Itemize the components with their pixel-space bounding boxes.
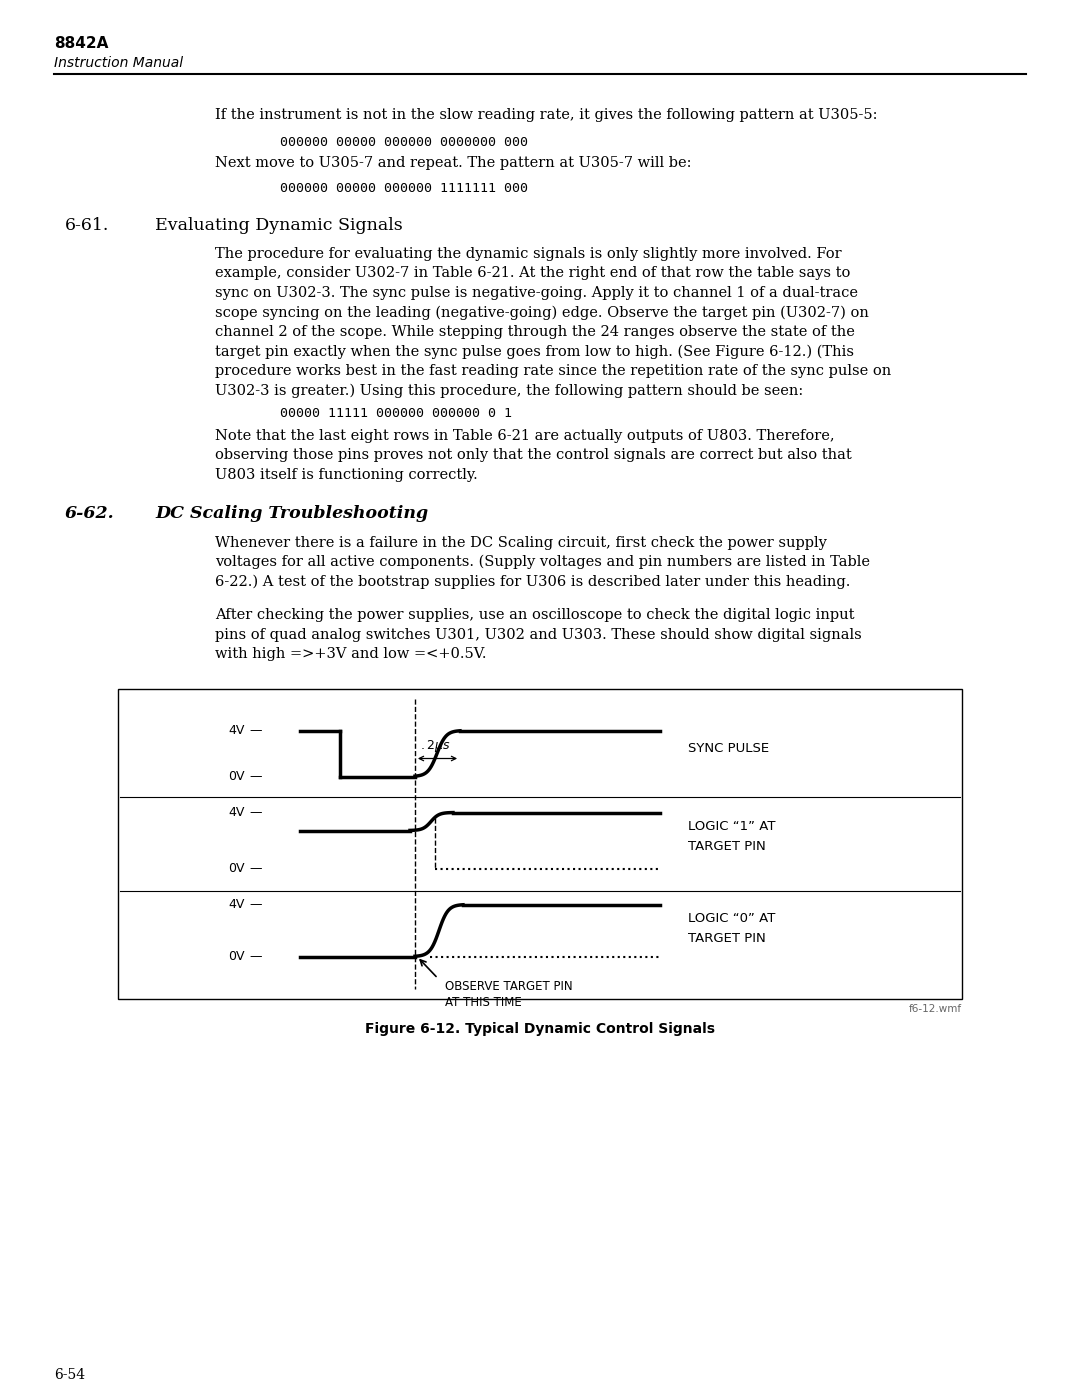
Text: 8842A: 8842A	[54, 36, 108, 52]
Text: channel 2 of the scope. While stepping through the 24 ranges observe the state o: channel 2 of the scope. While stepping t…	[215, 326, 855, 339]
Text: U803 itself is functioning correctly.: U803 itself is functioning correctly.	[215, 468, 477, 482]
Text: observing those pins proves not only that the control signals are correct but al: observing those pins proves not only tha…	[215, 448, 852, 462]
Text: LOGIC “1” AT: LOGIC “1” AT	[688, 820, 775, 833]
Text: —: —	[249, 862, 261, 875]
Text: OBSERVE TARGET PIN: OBSERVE TARGET PIN	[445, 981, 572, 993]
Text: SYNC PULSE: SYNC PULSE	[688, 742, 769, 754]
Text: 6-22.) A test of the bootstrap supplies for U306 is described later under this h: 6-22.) A test of the bootstrap supplies …	[215, 574, 850, 590]
Text: Next move to U305-7 and repeat. The pattern at U305-7 will be:: Next move to U305-7 and repeat. The patt…	[215, 156, 691, 170]
Text: 0V: 0V	[229, 950, 245, 963]
Text: —: —	[249, 950, 261, 963]
Text: f6-12.wmf: f6-12.wmf	[909, 1004, 962, 1014]
Text: 0V: 0V	[229, 862, 245, 875]
Text: $.2\mu s$: $.2\mu s$	[420, 738, 450, 753]
Text: Evaluating Dynamic Signals: Evaluating Dynamic Signals	[156, 217, 403, 235]
Text: example, consider U302-7 in Table 6-21. At the right end of that row the table s: example, consider U302-7 in Table 6-21. …	[215, 267, 850, 281]
Text: 6-62.: 6-62.	[65, 506, 114, 522]
Text: —: —	[249, 806, 261, 819]
Text: procedure works best in the fast reading rate since the repetition rate of the s: procedure works best in the fast reading…	[215, 365, 891, 379]
Text: After checking the power supplies, use an oscilloscope to check the digital logi: After checking the power supplies, use a…	[215, 608, 854, 622]
Text: Note that the last eight rows in Table 6-21 are actually outputs of U803. Theref: Note that the last eight rows in Table 6…	[215, 429, 835, 443]
Text: 6-54: 6-54	[54, 1368, 85, 1382]
Text: DC Scaling Troubleshooting: DC Scaling Troubleshooting	[156, 506, 428, 522]
Text: —: —	[249, 770, 261, 782]
Text: TARGET PIN: TARGET PIN	[688, 932, 766, 944]
Text: target pin exactly when the sync pulse goes from low to high. (See Figure 6-12.): target pin exactly when the sync pulse g…	[215, 345, 854, 359]
Text: —: —	[249, 898, 261, 911]
Text: 4V: 4V	[229, 724, 245, 738]
Text: LOGIC “0” AT: LOGIC “0” AT	[688, 912, 775, 925]
Text: 000000 00000 000000 0000000 000: 000000 00000 000000 0000000 000	[280, 136, 528, 149]
Text: TARGET PIN: TARGET PIN	[688, 840, 766, 854]
Text: pins of quad analog switches U301, U302 and U303. These should show digital sign: pins of quad analog switches U301, U302 …	[215, 627, 862, 641]
Text: sync on U302-3. The sync pulse is negative-going. Apply it to channel 1 of a dua: sync on U302-3. The sync pulse is negati…	[215, 286, 858, 300]
Text: U302-3 is greater.) Using this procedure, the following pattern should be seen:: U302-3 is greater.) Using this procedure…	[215, 384, 804, 398]
Text: scope syncing on the leading (negative-going) edge. Observe the target pin (U302: scope syncing on the leading (negative-g…	[215, 306, 869, 320]
Text: Whenever there is a failure in the DC Scaling circuit, first check the power sup: Whenever there is a failure in the DC Sc…	[215, 535, 827, 549]
Text: —: —	[249, 724, 261, 738]
Text: The procedure for evaluating the dynamic signals is only slightly more involved.: The procedure for evaluating the dynamic…	[215, 247, 841, 261]
Text: 6-61.: 6-61.	[65, 217, 109, 235]
Text: voltages for all active components. (Supply voltages and pin numbers are listed : voltages for all active components. (Sup…	[215, 555, 870, 570]
Text: Figure 6-12. Typical Dynamic Control Signals: Figure 6-12. Typical Dynamic Control Sig…	[365, 1023, 715, 1037]
Text: If the instrument is not in the slow reading rate, it gives the following patter: If the instrument is not in the slow rea…	[215, 108, 877, 122]
Text: 00000 11111 000000 000000 0 1: 00000 11111 000000 000000 0 1	[280, 407, 512, 420]
Text: 0V: 0V	[229, 770, 245, 782]
Bar	[118, 689, 962, 999]
Text: 4V: 4V	[229, 898, 245, 911]
Text: Instruction Manual: Instruction Manual	[54, 56, 184, 70]
Text: 4V: 4V	[229, 806, 245, 819]
Text: AT THIS TIME: AT THIS TIME	[445, 996, 522, 1010]
Text: with high =>+3V and low =<+0.5V.: with high =>+3V and low =<+0.5V.	[215, 647, 486, 661]
Text: 000000 00000 000000 1111111 000: 000000 00000 000000 1111111 000	[280, 182, 528, 196]
